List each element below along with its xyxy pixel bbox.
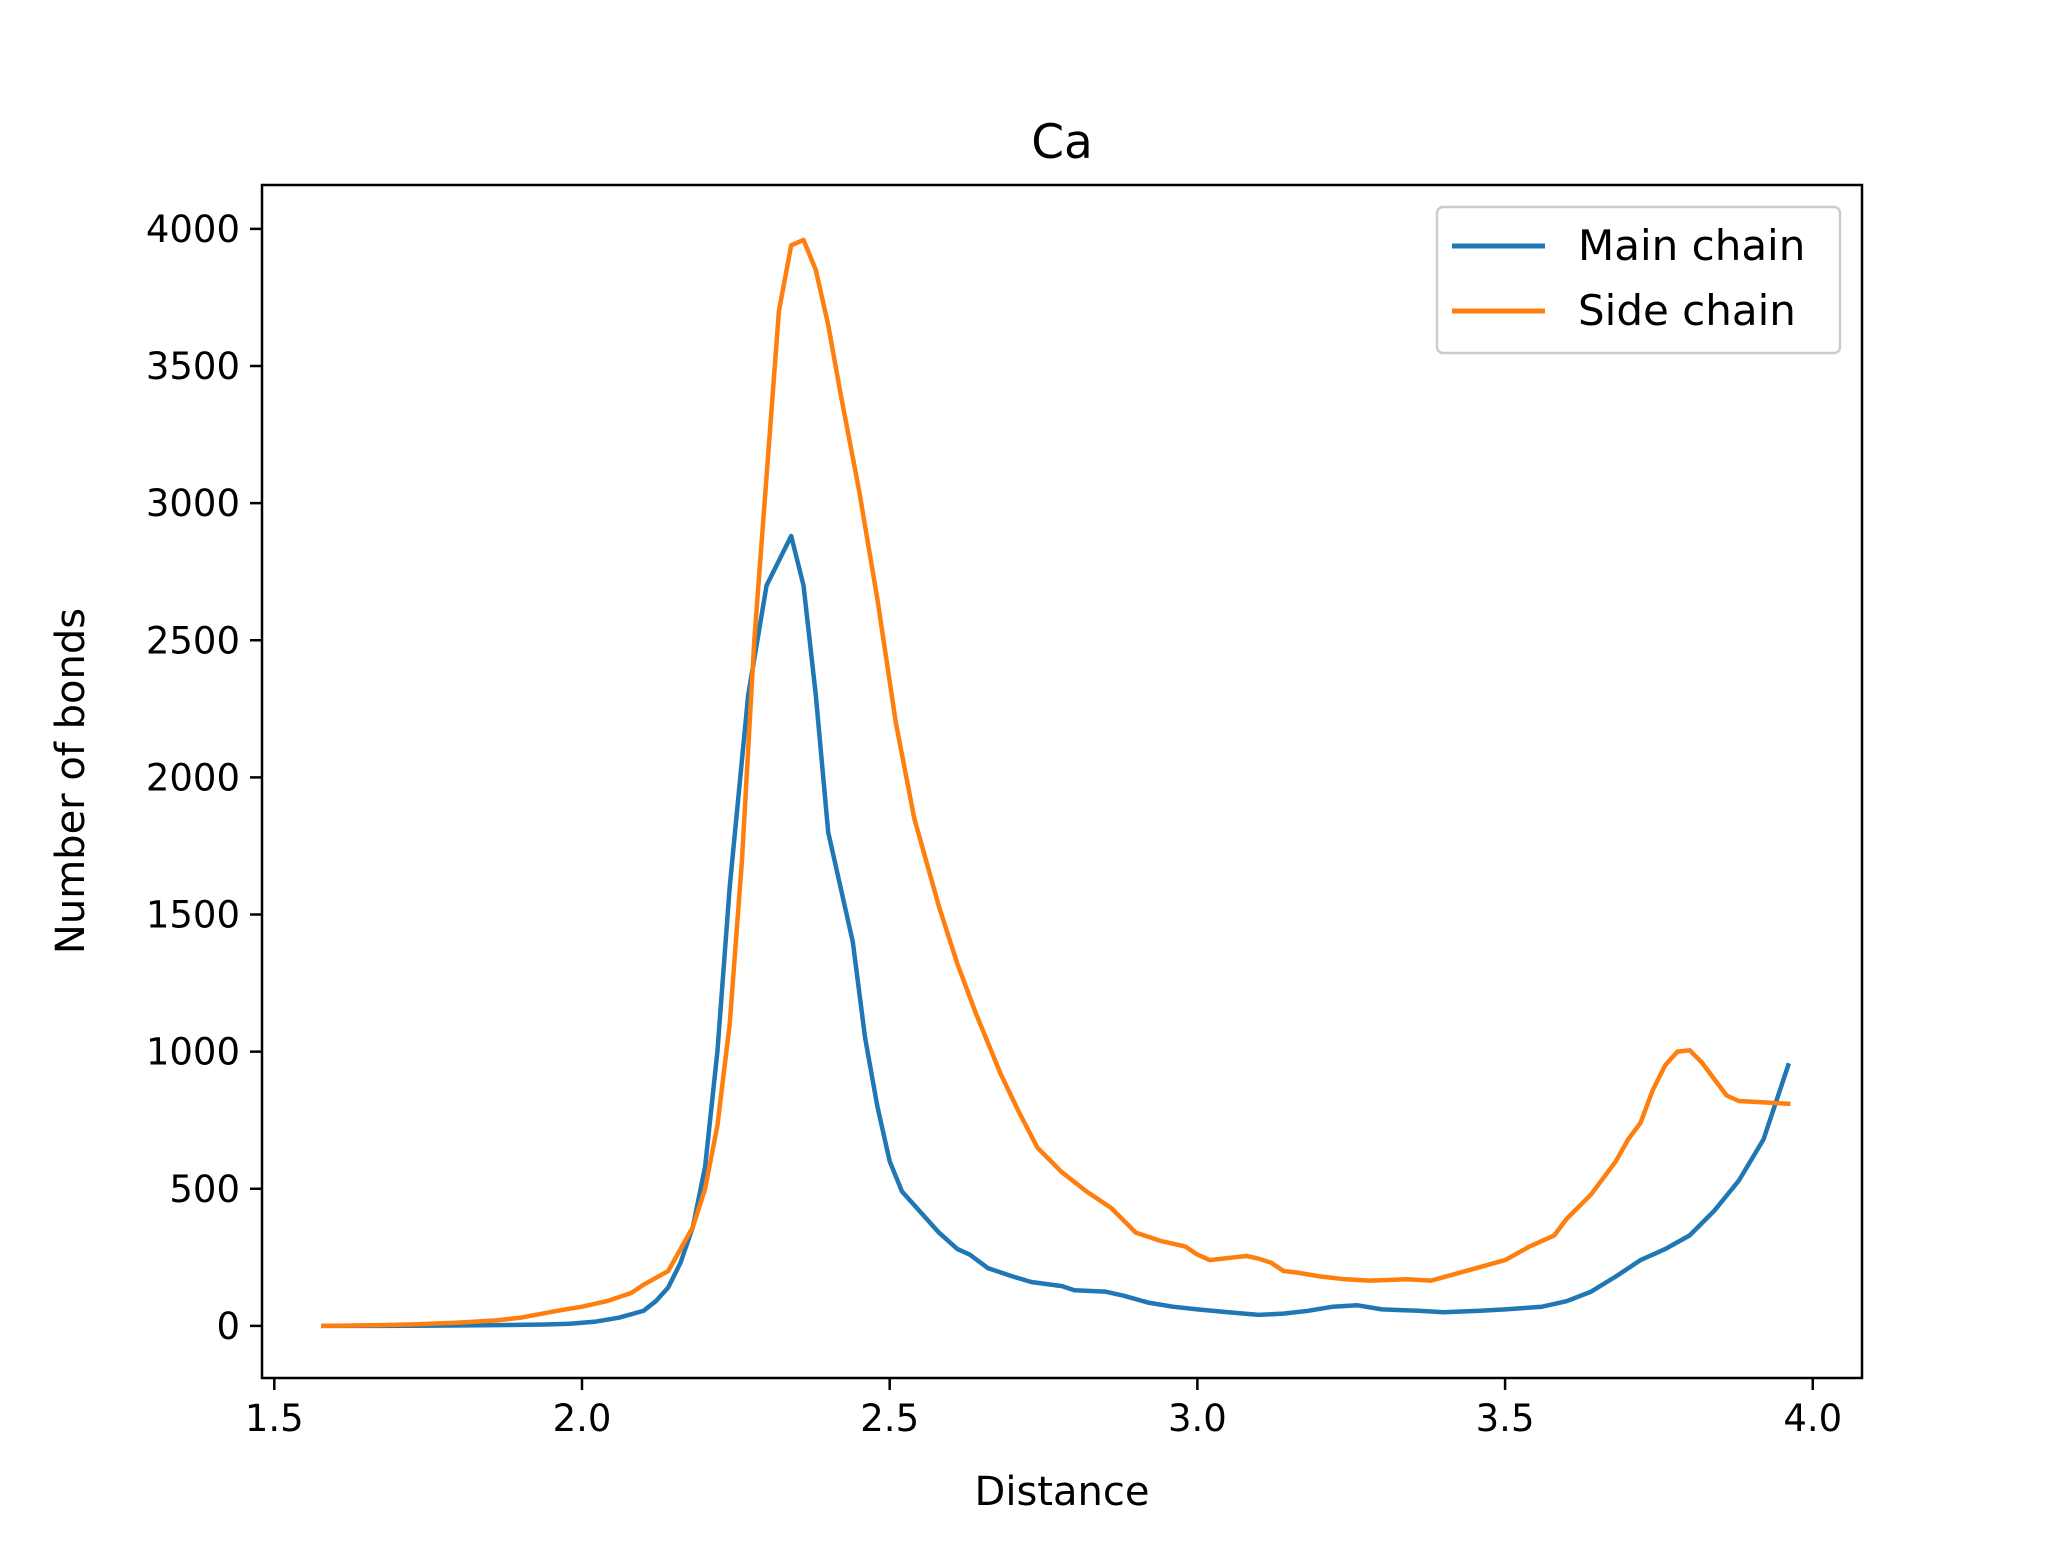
legend-label-side-chain: Side chain [1578, 286, 1796, 335]
series-layer [321, 237, 1792, 1329]
y-tick-label: 3500 [146, 345, 240, 388]
y-tick-label: 2000 [146, 756, 240, 799]
series-line-main-chain [321, 533, 1792, 1329]
x-tick-label: 2.5 [860, 1397, 919, 1440]
plot-frame [260, 183, 1864, 1380]
x-tick-label: 4.0 [1783, 1397, 1842, 1440]
x-axis-label: Distance [975, 1469, 1150, 1515]
y-tick-label: 1500 [146, 894, 240, 937]
x-tick-label: 3.0 [1168, 1397, 1227, 1440]
y-tick-label: 2500 [146, 619, 240, 662]
chart-title: Ca [1031, 115, 1093, 170]
y-axis-ticks: 0 500 1000 1500 2000 2500 3000 3500 4000 [146, 208, 262, 1348]
series-line-side-chain [321, 237, 1791, 1329]
x-tick-label: 1.5 [245, 1397, 304, 1440]
y-tick-label: 4000 [146, 208, 240, 251]
legend-label-main-chain: Main chain [1578, 221, 1805, 270]
y-axis-label: Number of bonds [48, 608, 94, 954]
legend: Main chain Side chain [1435, 205, 1842, 355]
x-axis-ticks: 1.5 2.0 2.5 3.0 3.5 4.0 [245, 1378, 1842, 1440]
y-tick-label: 500 [169, 1168, 240, 1211]
x-tick-label: 3.5 [1476, 1397, 1535, 1440]
y-tick-label: 3000 [146, 482, 240, 525]
x-tick-label: 2.0 [553, 1397, 612, 1440]
y-tick-label: 1000 [146, 1031, 240, 1074]
y-tick-label: 0 [216, 1305, 240, 1348]
